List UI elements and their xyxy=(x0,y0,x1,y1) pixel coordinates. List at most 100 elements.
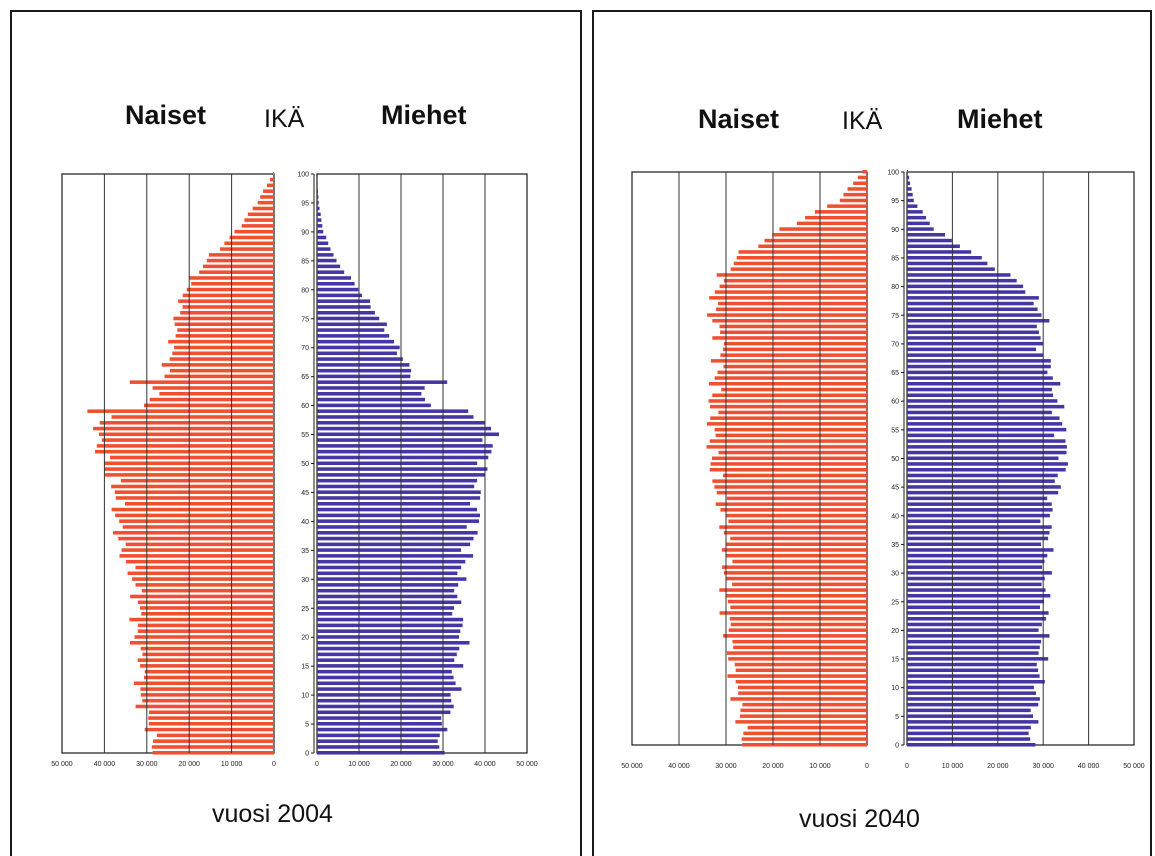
bar-women xyxy=(199,270,274,274)
x-tick-label-women: 20 000 xyxy=(762,763,784,770)
bar-women xyxy=(153,739,274,743)
bar-men xyxy=(907,520,1040,524)
bar-women xyxy=(177,328,274,332)
pyramid-chart-2004: 0510152025303540455055606570758085909510… xyxy=(12,12,584,848)
x-tick-label-women: 10 000 xyxy=(809,763,831,770)
bar-men xyxy=(907,732,1029,736)
bar-women xyxy=(162,363,274,367)
bar-women xyxy=(136,583,275,587)
bar-women xyxy=(113,531,274,535)
bar-women xyxy=(712,336,867,340)
bar-men xyxy=(317,734,440,738)
bar-men xyxy=(907,262,987,266)
age-tick-label: 65 xyxy=(891,370,899,377)
bar-women xyxy=(765,239,868,243)
bar-men xyxy=(907,468,1066,472)
bar-men xyxy=(317,311,375,315)
bar-men xyxy=(317,224,322,228)
bar-men xyxy=(317,201,319,205)
bar-women xyxy=(742,737,867,741)
age-tick-label: 100 xyxy=(887,170,899,177)
x-tick-label-women: 0 xyxy=(272,761,276,768)
bar-women xyxy=(95,450,274,454)
bar-men xyxy=(907,222,930,226)
bar-men xyxy=(317,467,487,471)
bar-women xyxy=(843,193,867,197)
bar-men xyxy=(317,328,384,332)
bar-women xyxy=(714,485,867,489)
bar-women xyxy=(848,187,868,191)
bar-women xyxy=(707,422,867,426)
age-tick-label: 15 xyxy=(891,657,899,664)
bar-women xyxy=(157,734,274,738)
age-tick-label: 25 xyxy=(301,606,309,613)
bar-women xyxy=(840,199,867,203)
bar-women xyxy=(140,687,274,691)
bar-women xyxy=(732,560,867,564)
bar-men xyxy=(317,548,461,552)
age-tick-label: 10 xyxy=(301,693,309,700)
bar-women xyxy=(729,628,867,632)
bar-men xyxy=(907,669,1038,673)
bar-women xyxy=(93,427,274,431)
bar-men xyxy=(907,502,1052,506)
bar-women xyxy=(235,230,275,234)
bar-women xyxy=(253,207,274,211)
bar-men xyxy=(317,554,473,558)
bar-women xyxy=(126,543,274,547)
bar-men xyxy=(317,323,387,327)
bar-men xyxy=(907,623,1042,627)
bar-women xyxy=(709,399,868,403)
bar-men xyxy=(317,537,474,541)
bar-men xyxy=(907,479,1055,483)
bar-men xyxy=(907,416,1060,420)
bar-women xyxy=(815,210,867,214)
bar-women xyxy=(153,386,274,390)
bar-men xyxy=(907,376,1053,380)
bar-men xyxy=(317,317,379,321)
bar-women xyxy=(140,606,274,610)
bar-men xyxy=(317,299,370,303)
bar-men xyxy=(907,439,1066,443)
bar-men xyxy=(907,577,1045,581)
bar-women xyxy=(726,554,868,558)
bar-men xyxy=(317,213,321,217)
bar-women xyxy=(128,572,274,576)
age-tick-label: 30 xyxy=(301,577,309,584)
bar-women xyxy=(720,353,867,357)
bar-men xyxy=(317,404,431,408)
bar-women xyxy=(120,554,275,558)
bar-women xyxy=(709,296,867,300)
bar-men xyxy=(317,525,467,529)
bar-women xyxy=(710,439,867,443)
bar-men xyxy=(317,352,397,356)
bar-men xyxy=(317,462,477,466)
bar-women xyxy=(779,227,867,231)
age-tick-label: 80 xyxy=(891,284,899,291)
age-tick-label: 60 xyxy=(891,399,899,406)
bar-women xyxy=(149,722,274,726)
age-tick-label: 20 xyxy=(891,628,899,635)
x-tick-label-women: 40 000 xyxy=(668,763,690,770)
bar-women xyxy=(159,392,274,396)
bar-women xyxy=(707,445,868,449)
bar-men xyxy=(907,359,1051,363)
bar-men xyxy=(317,676,454,680)
age-tick-label: 0 xyxy=(895,743,899,750)
bar-women xyxy=(735,720,867,724)
bar-men xyxy=(317,664,463,668)
bar-women xyxy=(727,497,867,501)
bar-men xyxy=(317,496,480,500)
bar-men xyxy=(317,531,478,535)
bar-men xyxy=(907,325,1037,329)
bar-women xyxy=(728,520,867,524)
age-tick-label: 40 xyxy=(301,519,309,526)
age-tick-label: 75 xyxy=(891,313,899,320)
bar-women xyxy=(135,635,275,639)
bar-men xyxy=(907,743,1035,747)
bar-men xyxy=(317,380,447,384)
bar-men xyxy=(317,641,470,645)
x-tick-label-men: 50 000 xyxy=(516,761,538,768)
bar-men xyxy=(317,577,466,581)
bar-women xyxy=(112,508,274,512)
